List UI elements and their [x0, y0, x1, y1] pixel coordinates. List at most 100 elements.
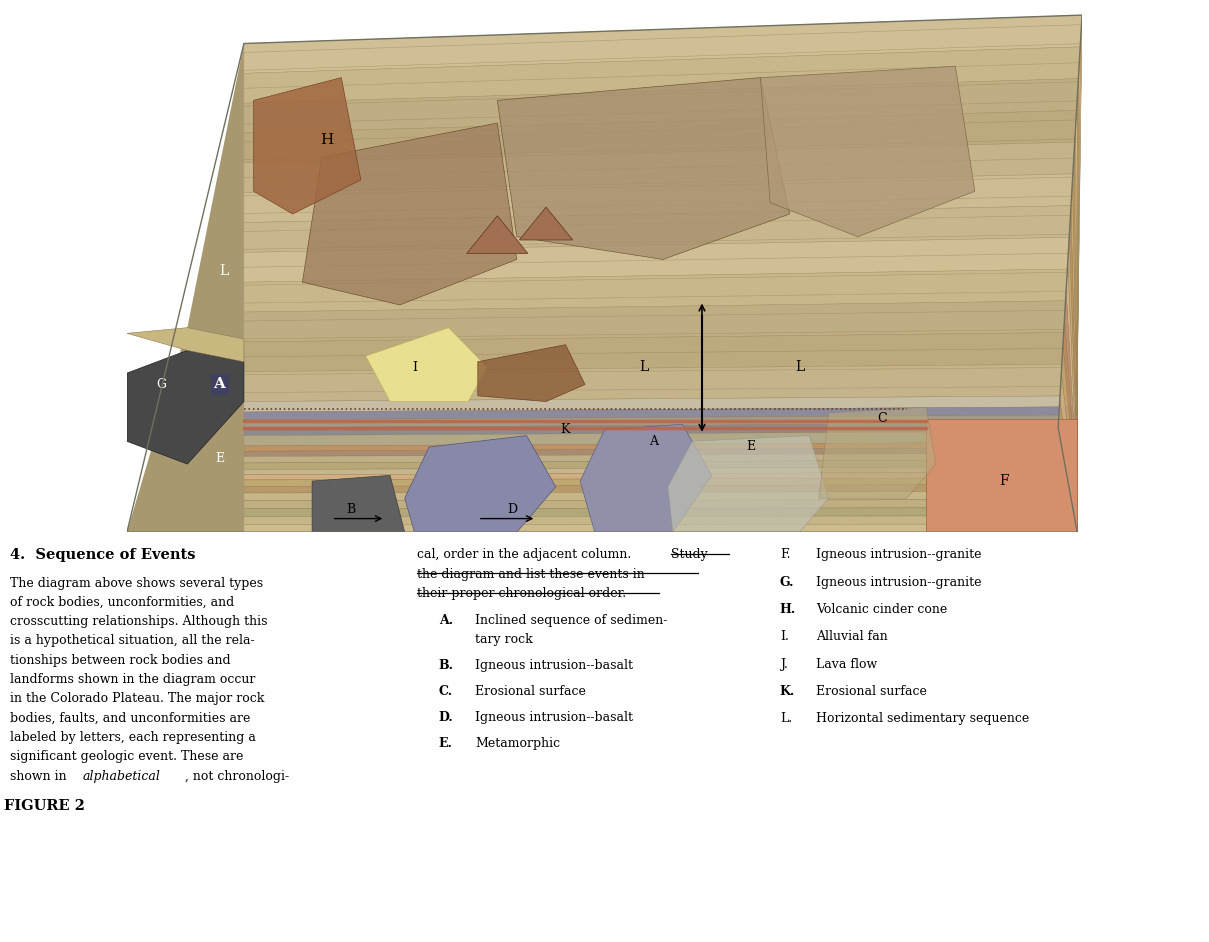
- Text: alphabetical: alphabetical: [82, 770, 160, 783]
- Polygon shape: [1066, 263, 1077, 487]
- Polygon shape: [478, 345, 585, 401]
- Text: , not chronologi-: , not chronologi-: [185, 770, 289, 783]
- Polygon shape: [244, 268, 1078, 312]
- Polygon shape: [366, 328, 487, 401]
- Polygon shape: [244, 205, 1080, 252]
- Polygon shape: [1069, 207, 1077, 468]
- Text: their proper chronological order.: their proper chronological order.: [417, 587, 626, 600]
- Text: B: B: [347, 503, 355, 516]
- Polygon shape: [1076, 98, 1077, 432]
- Polygon shape: [244, 333, 1078, 372]
- Polygon shape: [1071, 180, 1077, 460]
- Polygon shape: [127, 43, 244, 532]
- Polygon shape: [818, 407, 936, 498]
- Polygon shape: [926, 418, 1077, 532]
- Polygon shape: [760, 66, 974, 236]
- Text: D.: D.: [439, 711, 453, 724]
- Text: A: A: [649, 435, 658, 447]
- Polygon shape: [244, 431, 1077, 446]
- Text: A: A: [214, 378, 225, 392]
- Text: tary rock: tary rock: [475, 633, 533, 646]
- Polygon shape: [244, 365, 1077, 401]
- Polygon shape: [244, 467, 1077, 475]
- Text: L.: L.: [780, 712, 792, 725]
- Text: in the Colorado Plateau. The major rock: in the Colorado Plateau. The major rock: [10, 692, 264, 706]
- Text: L: L: [794, 361, 804, 374]
- Text: Horizontal sedimentary sequence: Horizontal sedimentary sequence: [816, 712, 1029, 725]
- Polygon shape: [244, 142, 1081, 193]
- Text: I: I: [412, 361, 417, 374]
- Polygon shape: [1062, 345, 1077, 514]
- Polygon shape: [244, 300, 1078, 342]
- Polygon shape: [244, 110, 1081, 163]
- Polygon shape: [244, 499, 1077, 509]
- Polygon shape: [1060, 373, 1077, 523]
- Text: Erosional surface: Erosional surface: [816, 685, 927, 698]
- Polygon shape: [244, 524, 1077, 532]
- Text: C.: C.: [439, 686, 453, 698]
- Polygon shape: [244, 478, 1077, 486]
- Text: Igneous intrusion--basalt: Igneous intrusion--basalt: [475, 711, 634, 724]
- Polygon shape: [302, 123, 516, 305]
- Polygon shape: [580, 424, 712, 532]
- Text: E: E: [746, 441, 756, 453]
- Polygon shape: [244, 396, 1077, 532]
- Text: Igneous intrusion--granite: Igneous intrusion--granite: [816, 548, 982, 561]
- Text: bodies, faults, and unconformities are: bodies, faults, and unconformities are: [10, 712, 250, 724]
- Text: K: K: [561, 424, 571, 436]
- Polygon shape: [497, 77, 789, 259]
- Text: Volcanic cinder cone: Volcanic cinder cone: [816, 603, 948, 616]
- Text: A: A: [214, 378, 225, 392]
- Polygon shape: [244, 15, 1082, 73]
- Polygon shape: [244, 47, 1082, 104]
- Polygon shape: [1065, 290, 1077, 495]
- Polygon shape: [1077, 15, 1082, 405]
- Text: Metamorphic: Metamorphic: [475, 738, 560, 751]
- Polygon shape: [1077, 42, 1081, 414]
- Polygon shape: [1063, 317, 1077, 505]
- Polygon shape: [244, 407, 1077, 420]
- Text: crosscutting relationships. Although this: crosscutting relationships. Although thi…: [10, 615, 267, 628]
- Polygon shape: [1058, 400, 1077, 532]
- Text: significant geologic event. These are: significant geologic event. These are: [10, 750, 243, 763]
- Text: A.: A.: [439, 614, 453, 627]
- Polygon shape: [244, 484, 1077, 493]
- Polygon shape: [127, 328, 244, 362]
- Text: J.: J.: [780, 658, 788, 671]
- Polygon shape: [244, 15, 1082, 401]
- Polygon shape: [1077, 70, 1078, 423]
- Text: Erosional surface: Erosional surface: [475, 686, 586, 698]
- Text: is a hypothetical situation, all the rela-: is a hypothetical situation, all the rel…: [10, 635, 254, 647]
- Text: 4.  Sequence of Events: 4. Sequence of Events: [10, 548, 195, 562]
- Text: C: C: [878, 412, 887, 425]
- Polygon shape: [244, 237, 1080, 283]
- Text: H.: H.: [780, 603, 796, 616]
- Polygon shape: [244, 460, 1077, 469]
- Text: L: L: [638, 361, 648, 374]
- Text: I.: I.: [780, 630, 788, 643]
- Text: G.: G.: [780, 576, 794, 589]
- Text: the diagram and list these events in: the diagram and list these events in: [417, 567, 644, 580]
- Polygon shape: [1072, 153, 1077, 450]
- Text: F: F: [1000, 474, 1008, 488]
- Polygon shape: [244, 472, 1077, 480]
- Text: B.: B.: [439, 659, 453, 673]
- Polygon shape: [667, 435, 828, 532]
- Text: landforms shown in the diagram occur: landforms shown in the diagram occur: [10, 673, 255, 686]
- Polygon shape: [127, 350, 244, 464]
- Polygon shape: [1058, 15, 1082, 532]
- Text: cal, order in the adjacent column.: cal, order in the adjacent column.: [417, 548, 631, 561]
- Polygon shape: [312, 476, 405, 532]
- Text: D: D: [507, 503, 517, 516]
- Polygon shape: [244, 492, 1077, 501]
- Polygon shape: [244, 453, 1077, 463]
- Text: K.: K.: [780, 685, 796, 698]
- Text: E: E: [215, 452, 224, 464]
- Text: L: L: [220, 264, 229, 278]
- Polygon shape: [244, 423, 1077, 435]
- Text: E.: E.: [439, 738, 452, 751]
- Polygon shape: [1074, 125, 1077, 441]
- Text: tionships between rock bodies and: tionships between rock bodies and: [10, 654, 230, 667]
- Text: Inclined sequence of sedimen-: Inclined sequence of sedimen-: [475, 614, 667, 627]
- Text: FIGURE 2: FIGURE 2: [4, 799, 85, 813]
